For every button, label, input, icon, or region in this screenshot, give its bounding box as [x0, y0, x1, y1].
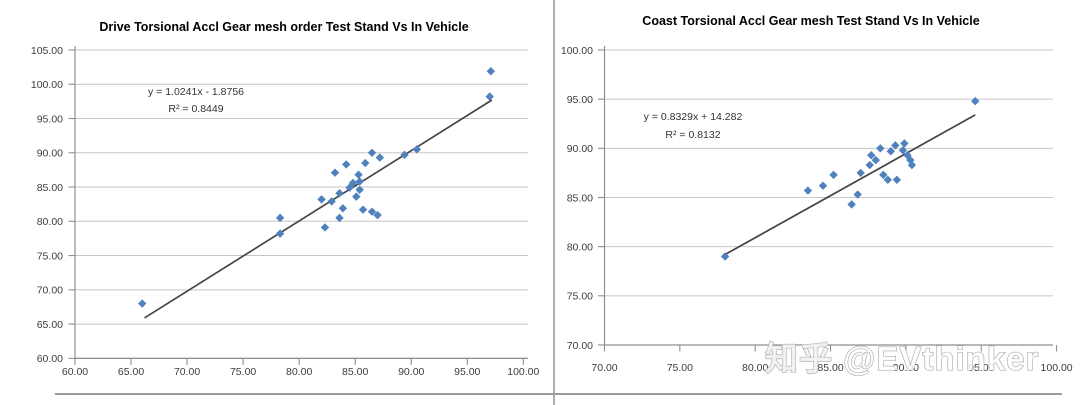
data-point	[335, 213, 344, 223]
panel-divider	[553, 0, 555, 405]
data-point	[330, 168, 340, 177]
x-axis-tick-label: 95.00	[454, 366, 480, 378]
x-axis-tick-label: 95.00	[968, 362, 994, 374]
data-point	[361, 158, 370, 168]
r-squared-label: R² = 0.8132	[665, 129, 720, 141]
data-point	[856, 168, 865, 178]
data-point	[338, 204, 348, 213]
data-point	[891, 141, 900, 150]
x-axis-tick-label: 75.00	[667, 362, 693, 374]
data-point	[412, 145, 422, 154]
x-axis-tick-label: 90.00	[398, 366, 424, 378]
data-point	[335, 189, 344, 198]
data-point	[375, 153, 385, 162]
data-point	[317, 195, 326, 204]
y-axis-tick-label: 95.00	[567, 94, 593, 106]
data-point	[373, 210, 382, 220]
data-point	[903, 151, 912, 160]
x-axis-tick-label: 85.00	[342, 366, 368, 378]
data-point	[352, 192, 361, 201]
y-axis-tick-label: 80.00	[567, 241, 593, 253]
data-point	[803, 186, 813, 195]
trendline-equation: y = 0.8329x + 14.282	[644, 111, 743, 123]
y-axis-tick-label: 90.00	[567, 143, 593, 155]
data-point	[847, 200, 856, 209]
data-point	[971, 96, 980, 106]
drive-chart-svg: 60.00 65.00 70.00 75.00 80.00 85.00 90.00 95.00…	[31, 20, 540, 378]
bottom-border-line	[55, 393, 1062, 395]
y-axis-tick-label: 70.00	[567, 340, 593, 352]
coast-chart-panel: 70.00 75.00 80.00 85.00 90.00 95.00 100.00 70.0…	[551, 0, 1080, 405]
x-axis-tick-label: 70.00	[174, 366, 200, 378]
x-axis-tick-label: 80.00	[742, 362, 768, 374]
trendline	[724, 114, 976, 256]
data-point	[485, 92, 494, 101]
data-point	[275, 213, 285, 223]
data-point	[327, 197, 336, 206]
coast-chart-svg: 70.00 75.00 80.00 85.00 90.00 95.00 100.00 70.0…	[561, 14, 1073, 378]
data-point	[320, 223, 330, 232]
data-point	[138, 299, 147, 308]
data-point	[358, 205, 368, 214]
drive-chart-panel: 60.00 65.00 70.00 75.00 80.00 85.00 90.00 95.00…	[31, 20, 540, 378]
chart-title: Drive Torsional Accl Gear mesh order Tes…	[99, 20, 468, 34]
x-axis-tick-label: 70.00	[591, 362, 617, 374]
data-point	[900, 139, 909, 148]
x-axis-tick-label: 90.00	[893, 362, 919, 374]
data-point	[892, 175, 902, 184]
x-axis-tick-label: 65.00	[118, 366, 144, 378]
data-point	[400, 150, 409, 160]
data-point	[354, 170, 363, 179]
data-point	[486, 67, 496, 76]
data-point	[367, 148, 377, 157]
data-point	[355, 185, 364, 194]
trendline-equation: y = 1.0241x - 1.8756	[148, 86, 244, 98]
x-axis-tick-label: 85.00	[817, 362, 843, 374]
y-axis-tick-label: 95.00	[37, 113, 63, 125]
data-point	[876, 144, 885, 153]
data-point	[867, 151, 876, 160]
x-axis-tick-label: 60.00	[62, 366, 88, 378]
data-point	[342, 160, 351, 169]
data-point	[829, 170, 838, 180]
y-axis-tick-label: 100.00	[561, 45, 593, 57]
data-point	[367, 207, 377, 216]
y-axis-tick-label: 65.00	[37, 319, 63, 331]
data-point	[275, 229, 285, 238]
data-point	[898, 146, 908, 155]
r-squared-label: R² = 0.8449	[168, 103, 223, 115]
x-axis-tick-label: 100.00	[1041, 362, 1073, 374]
watermark: 知乎 @EVthinker	[765, 340, 1039, 377]
y-axis-tick-label: 105.00	[31, 45, 63, 57]
chart-title: Coast Torsional Accl Gear mesh Test Stan…	[642, 14, 979, 28]
y-axis-tick-label: 85.00	[37, 182, 63, 194]
x-axis-tick-label: 80.00	[286, 366, 312, 378]
y-axis-tick-label: 75.00	[567, 291, 593, 303]
y-axis-tick-label: 75.00	[37, 250, 63, 262]
trendline	[144, 99, 493, 319]
y-axis-tick-label: 85.00	[567, 192, 593, 204]
y-axis-tick-label: 100.00	[31, 79, 63, 91]
y-axis-tick-label: 60.00	[37, 353, 63, 365]
data-point	[355, 177, 364, 186]
y-axis-tick-label: 80.00	[37, 216, 63, 228]
data-point	[348, 178, 358, 188]
data-point	[865, 160, 874, 170]
y-axis-tick-label: 90.00	[37, 148, 63, 160]
x-axis-tick-label: 100.00	[507, 366, 539, 378]
x-axis-tick-label: 75.00	[230, 366, 256, 378]
y-axis-tick-label: 70.00	[37, 285, 63, 297]
data-point	[871, 155, 880, 165]
data-point	[818, 181, 828, 190]
data-point	[907, 160, 917, 170]
data-point	[853, 190, 862, 199]
